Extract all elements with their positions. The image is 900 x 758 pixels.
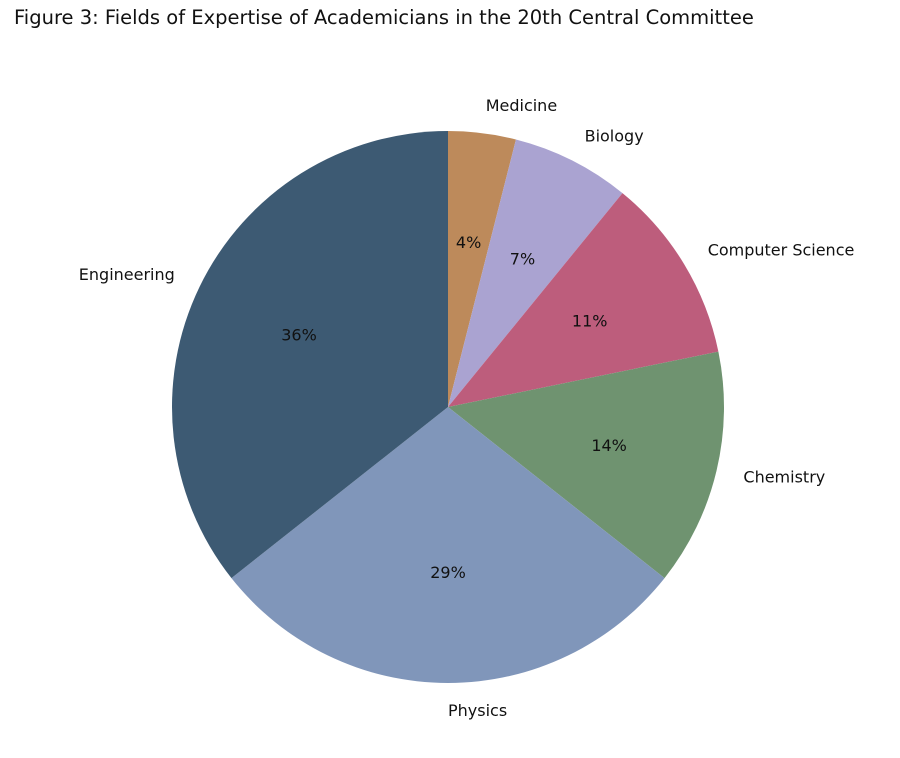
slice-percent-physics: 29%	[430, 563, 466, 582]
pie-slice-computer-science	[448, 193, 719, 407]
slice-label-engineering: Engineering	[79, 265, 175, 284]
slice-percent-medicine: 4%	[456, 233, 481, 252]
pie-slice-physics	[231, 407, 665, 683]
chart-title: Figure 3: Fields of Expertise of Academi…	[14, 6, 754, 29]
pie-slice-engineering	[172, 131, 449, 579]
slice-label-chemistry: Chemistry	[743, 468, 825, 487]
slice-label-medicine: Medicine	[486, 96, 557, 115]
slice-label-computer-science: Computer Science	[708, 240, 855, 259]
pie-slice-chemistry	[448, 351, 725, 579]
slice-label-physics: Physics	[448, 701, 507, 720]
slice-percent-computer-science: 11%	[572, 312, 608, 331]
pie-slice-medicine	[448, 131, 516, 407]
slice-percent-engineering: 36%	[281, 325, 317, 344]
slice-percent-biology: 7%	[510, 250, 535, 269]
pie-slice-biology	[448, 139, 623, 407]
slice-label-biology: Biology	[585, 126, 644, 145]
slice-percent-chemistry: 14%	[591, 436, 627, 455]
